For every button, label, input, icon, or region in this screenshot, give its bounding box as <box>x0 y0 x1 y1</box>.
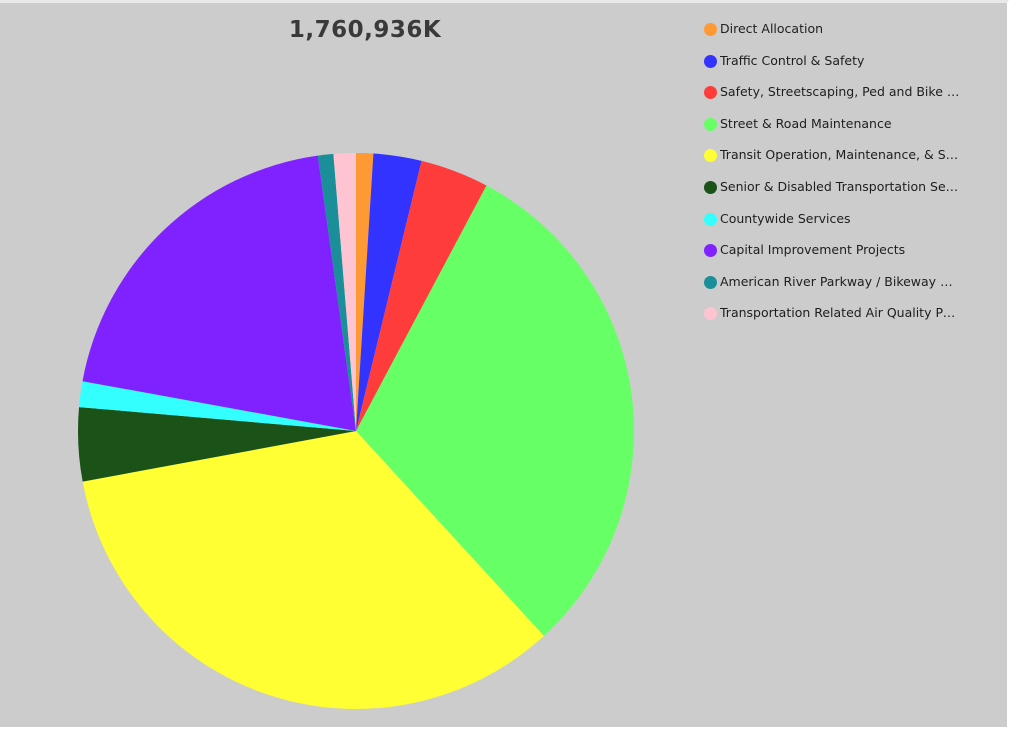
legend-item[interactable]: American River Parkway / Bikeway N... <box>704 272 964 304</box>
legend-item[interactable]: Traffic Control & Safety <box>704 51 964 83</box>
legend-item[interactable]: Direct Allocation <box>704 19 964 51</box>
legend-item[interactable]: Transportation Related Air Quality Pro..… <box>704 303 964 335</box>
legend-swatch-icon <box>704 307 717 321</box>
legend-item[interactable]: Senior & Disabled Transportation Ser... <box>704 177 964 209</box>
pie-slice-6[interactable] <box>78 407 357 482</box>
legend-swatch-icon <box>704 117 717 131</box>
legend-item[interactable]: Countywide Services <box>704 209 964 241</box>
legend-label: Capital Improvement Projects <box>720 242 906 258</box>
chart-total-value: 1,760,936K <box>288 17 442 43</box>
legend-swatch-icon <box>704 86 717 100</box>
legend-swatch-icon <box>704 180 717 194</box>
legend-swatch-icon <box>704 54 717 68</box>
pie-slice-4[interactable] <box>356 185 634 636</box>
pie-slice-7[interactable] <box>79 381 357 431</box>
pie-slice-9[interactable] <box>317 153 356 432</box>
pie-slice-10[interactable] <box>333 153 356 431</box>
pie-slice-8[interactable] <box>82 155 357 431</box>
legend-label: American River Parkway / Bikeway N... <box>720 273 960 289</box>
legend-label: Transportation Related Air Quality Pro..… <box>720 305 960 321</box>
legend-item[interactable]: Street & Road Maintenance <box>704 114 964 146</box>
pie-slice-5[interactable] <box>82 431 544 709</box>
legend-item[interactable]: Capital Improvement Projects <box>704 240 964 272</box>
legend-item[interactable]: Safety, Streetscaping, Ped and Bike F... <box>704 82 964 114</box>
pie-slice-2[interactable] <box>356 153 422 431</box>
legend-item[interactable]: Transit Operation, Maintenance, & Saf... <box>704 145 964 177</box>
legend-label: Countywide Services <box>720 210 851 226</box>
legend-label: Senior & Disabled Transportation Ser... <box>720 178 960 194</box>
pie-slice-3[interactable] <box>356 160 487 432</box>
legend-swatch-icon <box>704 212 717 226</box>
legend-swatch-icon <box>704 275 717 289</box>
legend-swatch-icon <box>704 149 717 163</box>
legend-label: Street & Road Maintenance <box>720 115 892 131</box>
legend-label: Direct Allocation <box>720 21 824 36</box>
pie-chart <box>78 153 634 709</box>
legend-label: Safety, Streetscaping, Ped and Bike F... <box>720 84 960 100</box>
legend-label: Traffic Control & Safety <box>720 52 865 68</box>
legend: Direct Allocation Traffic Control & Safet… <box>704 19 964 335</box>
legend-swatch-icon <box>704 23 717 36</box>
legend-swatch-icon <box>704 244 717 258</box>
legend-label: Transit Operation, Maintenance, & Saf... <box>720 147 960 163</box>
pie-slice-1[interactable] <box>356 153 374 431</box>
